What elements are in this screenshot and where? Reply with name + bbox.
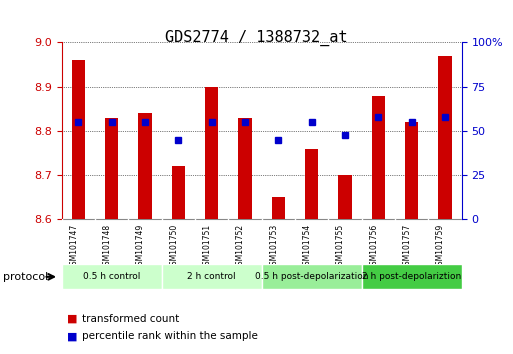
- Text: 2 h control: 2 h control: [187, 272, 236, 281]
- Text: ■: ■: [67, 314, 77, 324]
- Text: 0.5 h post-depolarization: 0.5 h post-depolarization: [255, 272, 368, 281]
- FancyBboxPatch shape: [362, 264, 462, 289]
- Text: protocol: protocol: [3, 272, 48, 282]
- Bar: [171, 166, 185, 219]
- Bar: [338, 175, 351, 219]
- Text: GDS2774 / 1388732_at: GDS2774 / 1388732_at: [165, 30, 348, 46]
- Bar: [305, 149, 318, 219]
- Bar: [105, 118, 118, 219]
- Text: GSM101750: GSM101750: [169, 224, 179, 270]
- Bar: [438, 56, 451, 219]
- Text: GSM101759: GSM101759: [436, 224, 445, 270]
- Text: GSM101752: GSM101752: [236, 224, 245, 270]
- Text: GSM101755: GSM101755: [336, 224, 345, 270]
- Text: 0.5 h control: 0.5 h control: [83, 272, 140, 281]
- Bar: [405, 122, 418, 219]
- Text: 2 h post-depolariztion: 2 h post-depolariztion: [362, 272, 461, 281]
- Bar: [271, 197, 285, 219]
- Text: ■: ■: [67, 331, 77, 341]
- Bar: [71, 60, 85, 219]
- FancyBboxPatch shape: [262, 264, 362, 289]
- Text: GSM101749: GSM101749: [136, 224, 145, 270]
- Text: GSM101751: GSM101751: [203, 224, 211, 270]
- Bar: [138, 113, 151, 219]
- FancyBboxPatch shape: [162, 264, 262, 289]
- Text: transformed count: transformed count: [82, 314, 180, 324]
- Bar: [371, 96, 385, 219]
- Text: percentile rank within the sample: percentile rank within the sample: [82, 331, 258, 341]
- Bar: [238, 118, 251, 219]
- Text: GSM101757: GSM101757: [403, 224, 411, 270]
- Text: GSM101747: GSM101747: [69, 224, 78, 270]
- FancyBboxPatch shape: [62, 264, 162, 289]
- Text: GSM101753: GSM101753: [269, 224, 278, 270]
- Text: GSM101748: GSM101748: [103, 224, 111, 270]
- Text: GSM101756: GSM101756: [369, 224, 378, 270]
- Text: GSM101754: GSM101754: [303, 224, 311, 270]
- Bar: [205, 87, 218, 219]
